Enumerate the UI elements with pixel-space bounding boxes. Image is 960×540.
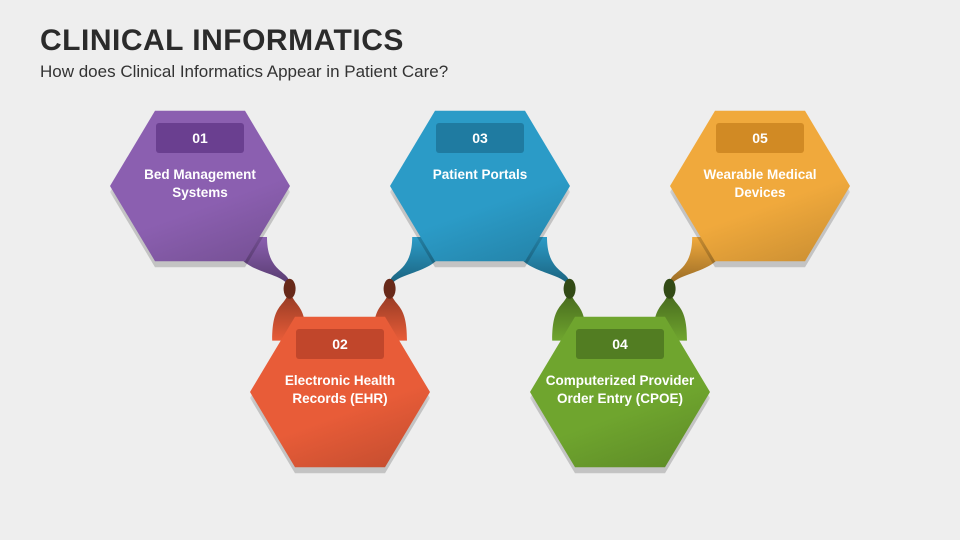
hex-label: Electronic Health Records (EHR) xyxy=(260,372,420,408)
hex-label: Wearable Medical Devices xyxy=(680,166,840,202)
hex-number-badge: 05 xyxy=(716,123,804,153)
hex-node: 04 Computerized Provider Order Entry (CPO… xyxy=(530,312,710,472)
hex-number-badge: 03 xyxy=(436,123,524,153)
hex-node: 01 Bed Management Systems xyxy=(110,106,290,266)
hex-label: Bed Management Systems xyxy=(120,166,280,202)
hex-node: 02 Electronic Health Records (EHR) xyxy=(250,312,430,472)
hex-node: 05 Wearable Medical Devices xyxy=(670,106,850,266)
hex-node: 03 Patient Portals xyxy=(390,106,570,266)
hex-label: Computerized Provider Order Entry (CPOE) xyxy=(540,372,700,408)
hex-number-badge: 02 xyxy=(296,329,384,359)
diagram-canvas: 01 Bed Management Systems 02 Electronic Hea… xyxy=(0,0,960,540)
hex-label: Patient Portals xyxy=(400,166,560,184)
hex-number-badge: 01 xyxy=(156,123,244,153)
hex-number-badge: 04 xyxy=(576,329,664,359)
